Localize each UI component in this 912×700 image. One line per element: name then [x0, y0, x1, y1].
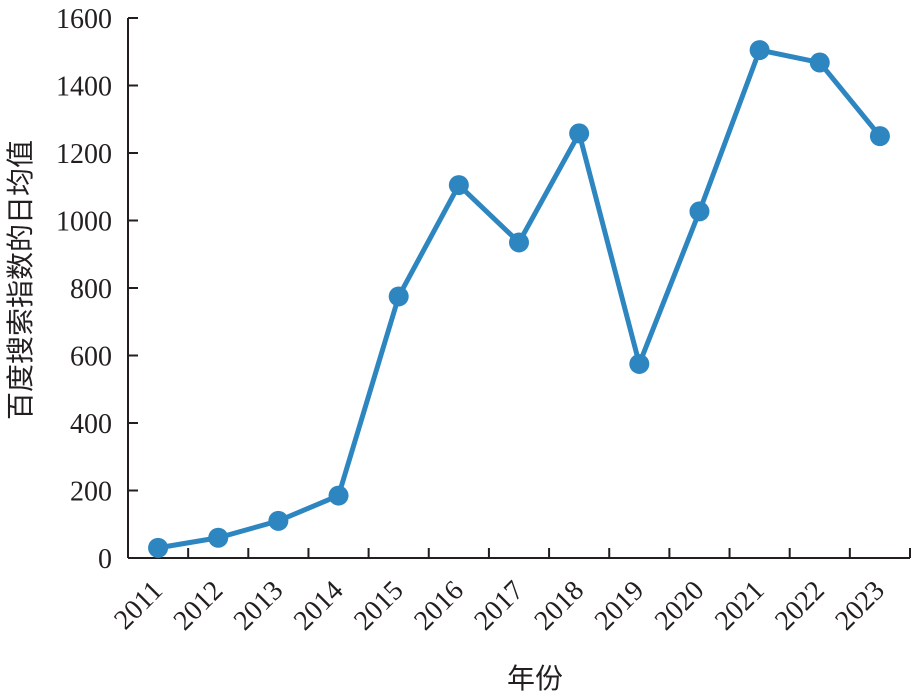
- x-tick-label: 2011: [108, 575, 169, 636]
- x-tick-label: 2022: [769, 575, 831, 637]
- x-axis-title: 年份: [507, 662, 563, 695]
- x-tick-label: 2018: [529, 575, 591, 637]
- y-tick-label: 1400: [56, 72, 112, 103]
- data-point-2018: [569, 123, 590, 144]
- series-layer: [148, 40, 890, 558]
- y-axis-title: 百度搜索指数的日均值: [4, 140, 37, 420]
- y-tick-label: 600: [70, 342, 112, 373]
- x-tick-label: 2023: [829, 575, 891, 637]
- data-point-2019: [629, 353, 650, 374]
- data-point-2013: [268, 510, 289, 531]
- data-point-2017: [509, 232, 529, 253]
- x-tick-label: 2014: [288, 575, 350, 637]
- x-tick-label: 2017: [468, 575, 530, 637]
- y-tick-label: 400: [70, 409, 112, 440]
- data-point-2016: [448, 175, 469, 196]
- x-tick-label: 2012: [168, 575, 230, 637]
- data-point-2023: [869, 126, 890, 147]
- data-point-2014: [328, 485, 349, 506]
- x-tick-label: 2013: [228, 575, 290, 637]
- x-tick-label: 2020: [649, 575, 711, 637]
- y-tick-label: 1200: [56, 139, 112, 170]
- x-tick-label: 2019: [589, 575, 651, 637]
- y-tick-label: 1600: [56, 4, 112, 35]
- data-point-2021: [749, 40, 770, 61]
- x-tick-label: 2021: [709, 575, 771, 637]
- data-point-2012: [208, 527, 229, 548]
- y-tick-label: 0: [98, 544, 112, 575]
- x-tick-label: 2016: [408, 575, 470, 637]
- data-point-2022: [809, 52, 830, 73]
- data-point-2020: [689, 201, 710, 222]
- series-line: [155, 47, 883, 551]
- data-point-2011: [148, 537, 169, 558]
- data-point-2015: [388, 286, 409, 307]
- x-tick-label: 2015: [348, 575, 410, 637]
- y-tick-label: 800: [70, 274, 112, 305]
- y-tick-label: 200: [70, 477, 112, 508]
- y-tick-label: 1000: [56, 207, 112, 238]
